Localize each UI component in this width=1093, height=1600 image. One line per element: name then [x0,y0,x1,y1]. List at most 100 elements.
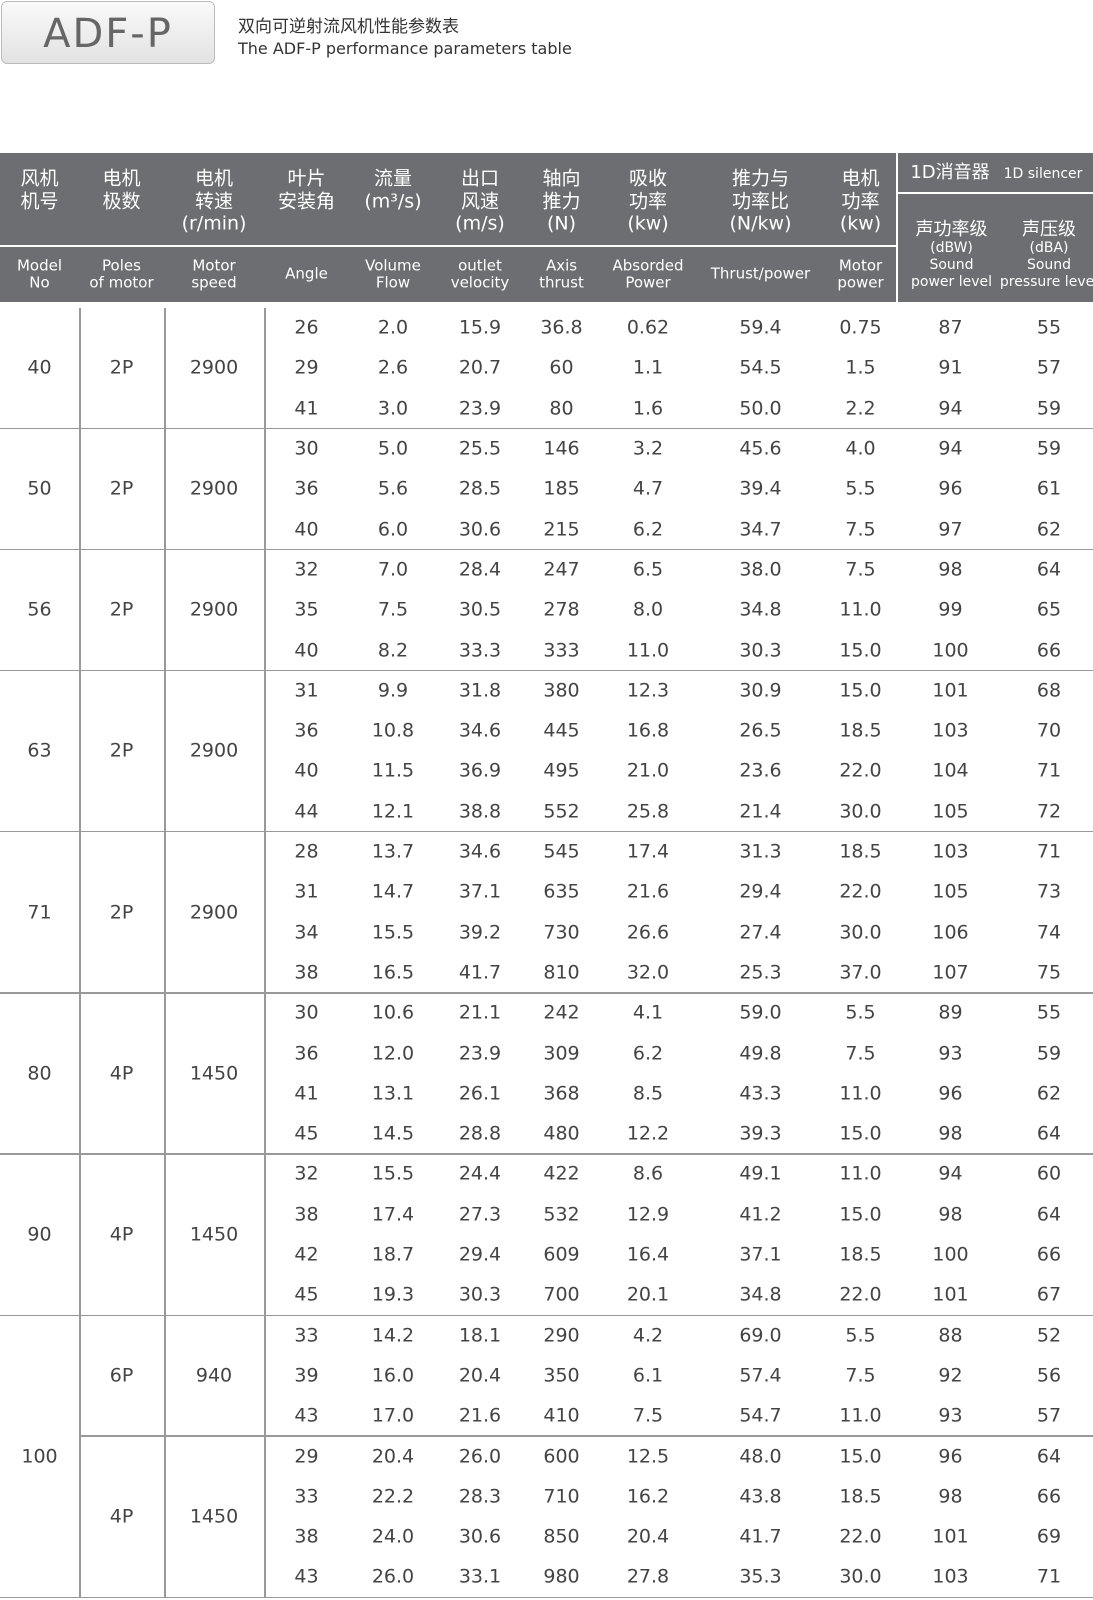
cell: 30.9 [739,679,782,702]
cell: 40 [294,639,319,662]
header-cn: 电机 [102,167,141,190]
header-divider [0,245,896,247]
cell: 20.4 [371,1445,415,1468]
header-cn: 功率 [841,190,880,212]
speed: 2900 [189,598,239,621]
cell: 98 [938,1485,963,1508]
cell: 31 [294,880,319,903]
cell: 3.0 [377,397,409,420]
col-divider [164,308,166,1598]
header-cn: 机号 [20,190,59,212]
cell: 93 [938,1042,963,1065]
cell: 21.1 [458,1001,502,1024]
cell: 10.8 [371,719,415,742]
col-divider [79,308,81,1598]
cell: 69 [1036,1525,1062,1548]
header-cn: (m³/s) [364,190,422,212]
cell: 101 [932,1525,969,1548]
silencer-title: 1D silencer [1003,166,1083,182]
cell: 34.6 [458,840,502,863]
header-en: of motor [89,273,154,292]
cell: 38 [294,1525,319,1548]
cell: 850 [543,1525,580,1548]
cell: 5.5 [845,477,876,500]
header-cn: 轴向 [542,167,581,190]
cell: 67 [1036,1283,1062,1306]
row-divider [0,992,1093,994]
header-en: Sound [929,257,974,273]
cell: 20.7 [458,356,502,379]
cell: 36 [294,719,319,742]
cell: 0.62 [626,316,670,339]
cell: 21.6 [626,880,670,903]
cell: 66 [1036,1243,1062,1266]
cell: 23.9 [458,397,502,420]
cell: 16.2 [626,1485,670,1508]
cell: 552 [543,800,580,823]
cell: 32.0 [626,961,670,984]
cell: 59 [1036,1042,1062,1065]
speed: 2900 [189,901,239,923]
cell: 94 [938,397,963,420]
cell: 27.8 [626,1565,670,1588]
cell: 6.1 [632,1364,664,1387]
cell: 18.1 [458,1324,502,1347]
header-cn: 推力 [542,190,581,212]
cell: 17.4 [371,1203,415,1226]
cell: 59.0 [739,1001,782,1024]
speed: 1450 [189,1062,239,1085]
cell: 29 [294,1445,319,1468]
cell: 290 [543,1324,580,1347]
cell: 59 [1036,397,1062,420]
speed: 940 [195,1364,233,1387]
cell: 12.2 [626,1122,670,1145]
header-en: Sound [1026,257,1072,273]
cell: 7.5 [632,1404,664,1427]
model: 80 [27,1062,52,1085]
cell: 64 [1036,558,1062,581]
poles: 2P [109,739,134,762]
poles: 2P [109,901,134,923]
header-en: Power [625,273,671,292]
header-cn: 功率比 [731,190,790,212]
header-cn: 声压级 [1022,219,1076,240]
cell: 103 [932,1565,969,1588]
cell: 7.5 [845,558,876,581]
cell: 37.1 [739,1243,782,1266]
cell: 7.5 [845,1364,876,1387]
cell: 96 [938,1082,963,1105]
cell: 31.3 [739,840,782,863]
cell: 9.9 [377,679,409,702]
poles: 4P [109,1062,134,1085]
header-en: power level [910,274,993,290]
cell: 60 [549,356,574,379]
cell: 12.3 [626,679,670,702]
cell: 7.5 [845,518,876,541]
cell: 532 [543,1203,580,1226]
cell: 4.2 [632,1324,664,1347]
cell: 600 [543,1445,580,1468]
cell: 29.4 [458,1243,502,1266]
header-en: speed [191,273,237,292]
speed: 2900 [189,356,239,379]
cell: 28.4 [458,558,502,581]
header-en: thrust [539,273,584,292]
cell: 49.1 [739,1162,782,1185]
cell: 18.7 [371,1243,415,1266]
row-divider [0,1314,1093,1316]
cell: 242 [543,1001,580,1024]
cell: 65 [1036,598,1062,621]
cell: 2.0 [377,316,409,339]
header-en: Volume [365,256,421,275]
cell: 410 [543,1404,580,1427]
cell: 75 [1036,961,1062,984]
cell: 28.5 [458,477,502,500]
cell: 101 [932,679,969,702]
cell: 11.0 [839,1162,882,1185]
cell: 422 [543,1162,580,1185]
cell: 11.0 [626,639,670,662]
cell: 1.5 [845,356,876,379]
cell: 2.6 [377,356,409,379]
cell: 30.6 [458,1525,502,1548]
speed: 1450 [189,1505,239,1528]
